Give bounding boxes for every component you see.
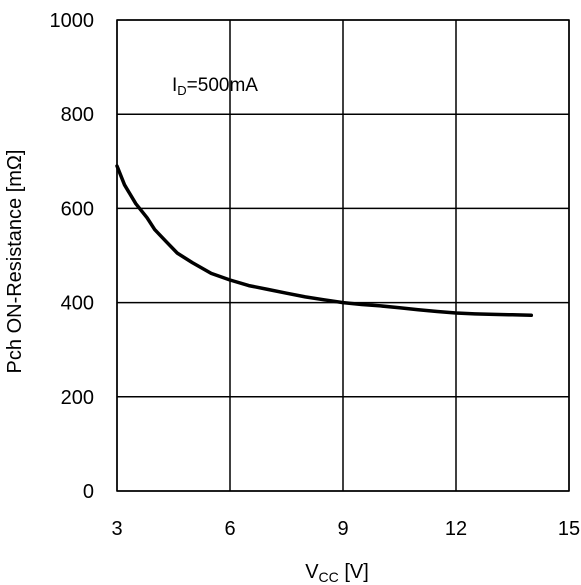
- annotation-main: I: [172, 75, 177, 96]
- x-tick-label: 3: [111, 518, 122, 540]
- annotation-sub: D: [177, 83, 186, 98]
- annotation-label: ID=500mA: [172, 75, 258, 98]
- x-axis-label-sub: CC: [319, 569, 339, 585]
- x-tick-labels: 3 6 9 12 15: [111, 518, 580, 540]
- x-tick-label: 9: [337, 518, 348, 540]
- y-tick-label: 0: [83, 481, 94, 503]
- y-tick-label: 400: [61, 293, 94, 315]
- x-tick-label: 12: [445, 518, 467, 540]
- y-tick-label: 800: [61, 104, 94, 126]
- y-axis-label: Pch ON-Resistance [mΩ]: [4, 150, 26, 374]
- annotation-rest: =500mA: [187, 75, 259, 96]
- plot-area-frame: [116, 19, 570, 492]
- y-tick-labels: 0 200 400 600 800 1000: [50, 10, 95, 503]
- x-tick-label: 15: [558, 518, 580, 540]
- y-tick-label: 200: [61, 387, 94, 409]
- x-axis-label: VCC [V]: [305, 561, 369, 585]
- series-line: [115, 164, 534, 318]
- x-axis-label-main: V: [305, 561, 319, 583]
- y-tick-label: 1000: [50, 10, 95, 32]
- x-axis-label-unit: [V]: [339, 561, 369, 583]
- x-tick-label: 6: [224, 518, 235, 540]
- y-tick-label: 600: [61, 198, 94, 220]
